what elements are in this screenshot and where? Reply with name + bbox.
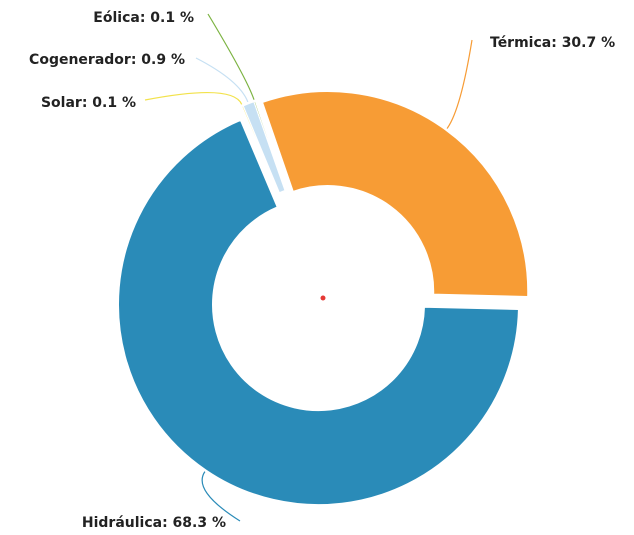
leader-line — [207, 13, 255, 100]
data-label: Cogenerador: 0.9 % — [29, 52, 185, 68]
donut-slice — [118, 119, 519, 506]
leader-line — [144, 91, 243, 105]
data-label: Eólica: 0.1 % — [93, 10, 194, 26]
donut-slice — [261, 91, 529, 297]
leader-line — [446, 39, 473, 129]
leader-line — [201, 471, 241, 522]
data-label: Térmica: 30.7 % — [490, 35, 615, 51]
center-dot — [320, 295, 326, 301]
donut-slice — [253, 100, 287, 192]
data-label: Hidráulica: 68.3 % — [82, 515, 226, 531]
leader-line — [195, 57, 249, 103]
data-label: Solar: 0.1 % — [41, 95, 136, 111]
